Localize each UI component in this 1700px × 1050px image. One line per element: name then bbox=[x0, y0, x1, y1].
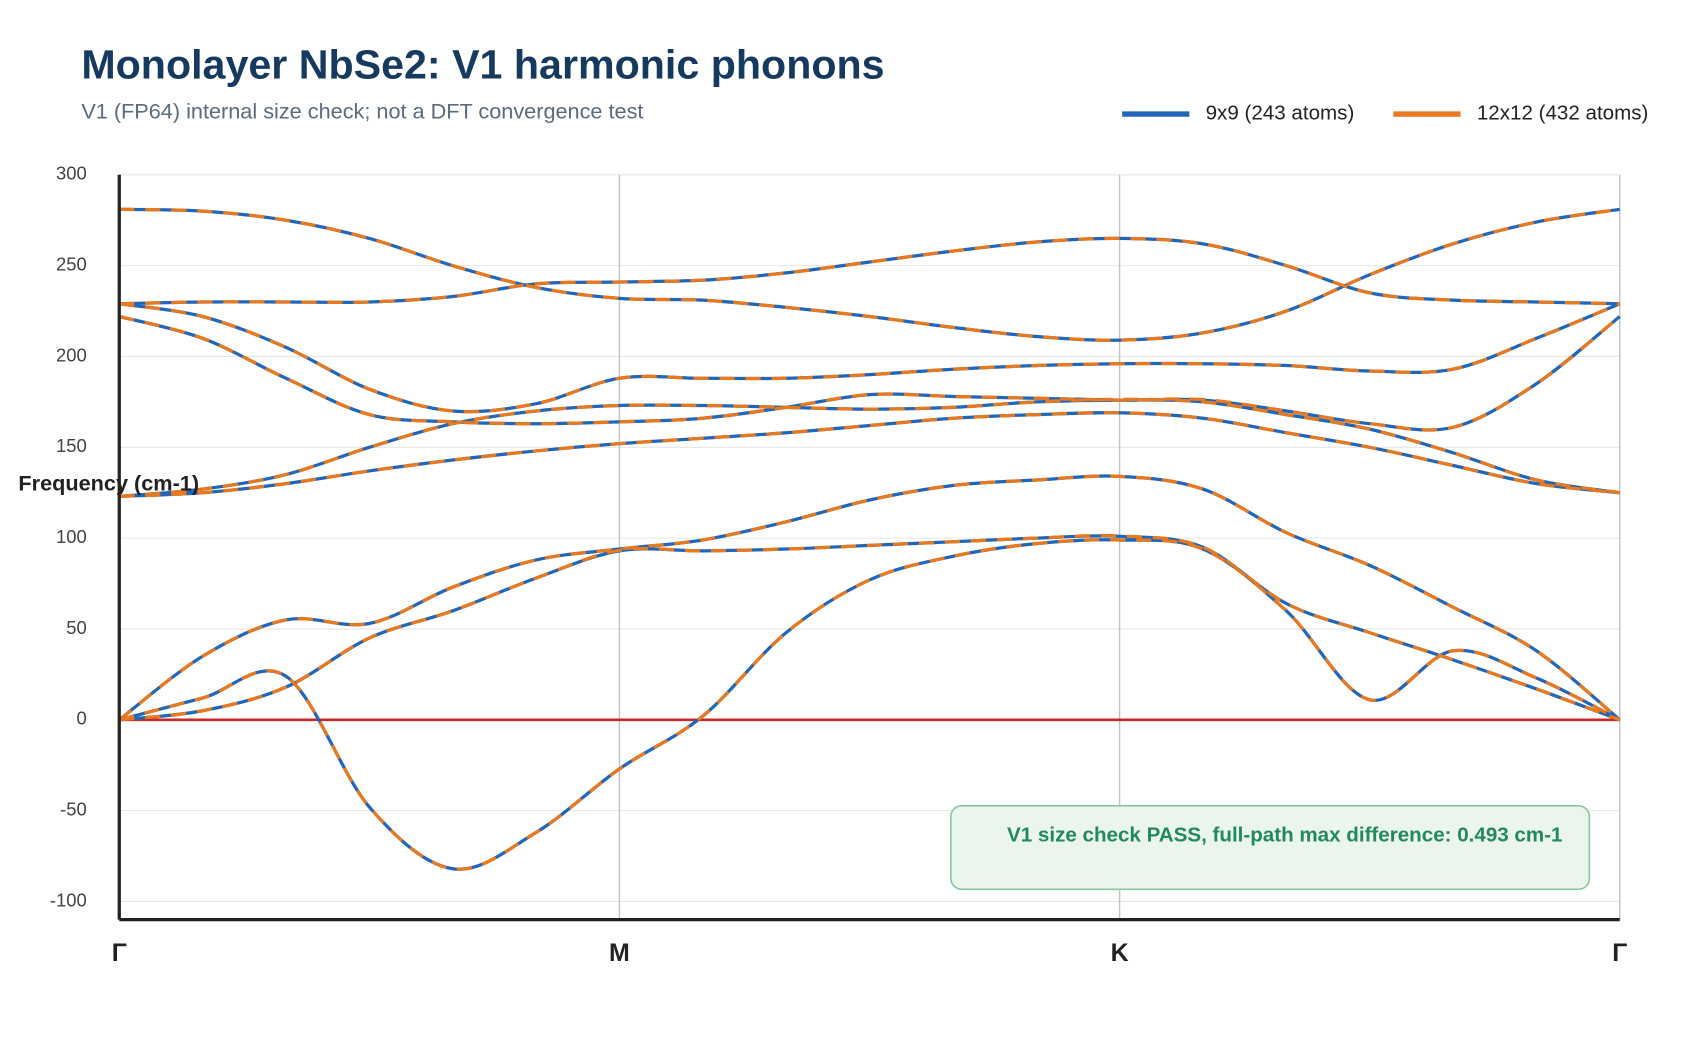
legend-label: 9x9 (243 atoms) bbox=[1206, 102, 1355, 125]
y-tick-label: 0 bbox=[76, 708, 86, 729]
band-line bbox=[119, 207, 1621, 342]
grid bbox=[118, 174, 1621, 920]
band-line bbox=[119, 302, 1621, 414]
legend-label: 12x12 (432 atoms) bbox=[1477, 102, 1649, 125]
x-tick-label: K bbox=[1111, 939, 1129, 967]
band-line bbox=[119, 411, 1620, 498]
x-tick-label: Γ bbox=[1612, 939, 1627, 967]
y-tick-label: 300 bbox=[56, 163, 87, 184]
annotation-box: V1 size check PASS, full-path max differ… bbox=[950, 804, 1591, 891]
y-tick-label: 150 bbox=[56, 435, 87, 456]
band-line bbox=[119, 236, 1620, 306]
y-tick-label: 250 bbox=[56, 254, 87, 275]
legend: 9x9 (243 atoms) 12x12 (432 atoms) bbox=[1122, 102, 1648, 125]
band-line bbox=[119, 397, 1621, 498]
y-tick-label: 50 bbox=[66, 617, 87, 638]
bands bbox=[118, 207, 1621, 871]
band-line bbox=[119, 533, 1621, 722]
y-tick-label: -50 bbox=[60, 799, 87, 820]
y-tick-label: 100 bbox=[56, 526, 87, 547]
chart-subtitle: V1 (FP64) internal size check; not a DFT… bbox=[81, 99, 643, 124]
y-tick-label: -100 bbox=[50, 889, 87, 910]
x-tick-label: M bbox=[609, 939, 630, 967]
annotation-frame bbox=[950, 804, 1591, 891]
band-line bbox=[118, 538, 1621, 871]
annotation: V1 size check PASS, full-path max differ… bbox=[1007, 824, 1562, 847]
band-line bbox=[118, 474, 1621, 722]
band-line bbox=[118, 314, 1621, 432]
y-tick-label: 200 bbox=[56, 344, 87, 365]
chart-title: Monolayer NbSe2: V1 harmonic phonons bbox=[81, 41, 884, 87]
y-axis-label: Frequency (cm-1) bbox=[18, 471, 199, 496]
x-tick-label: Γ bbox=[112, 939, 127, 967]
